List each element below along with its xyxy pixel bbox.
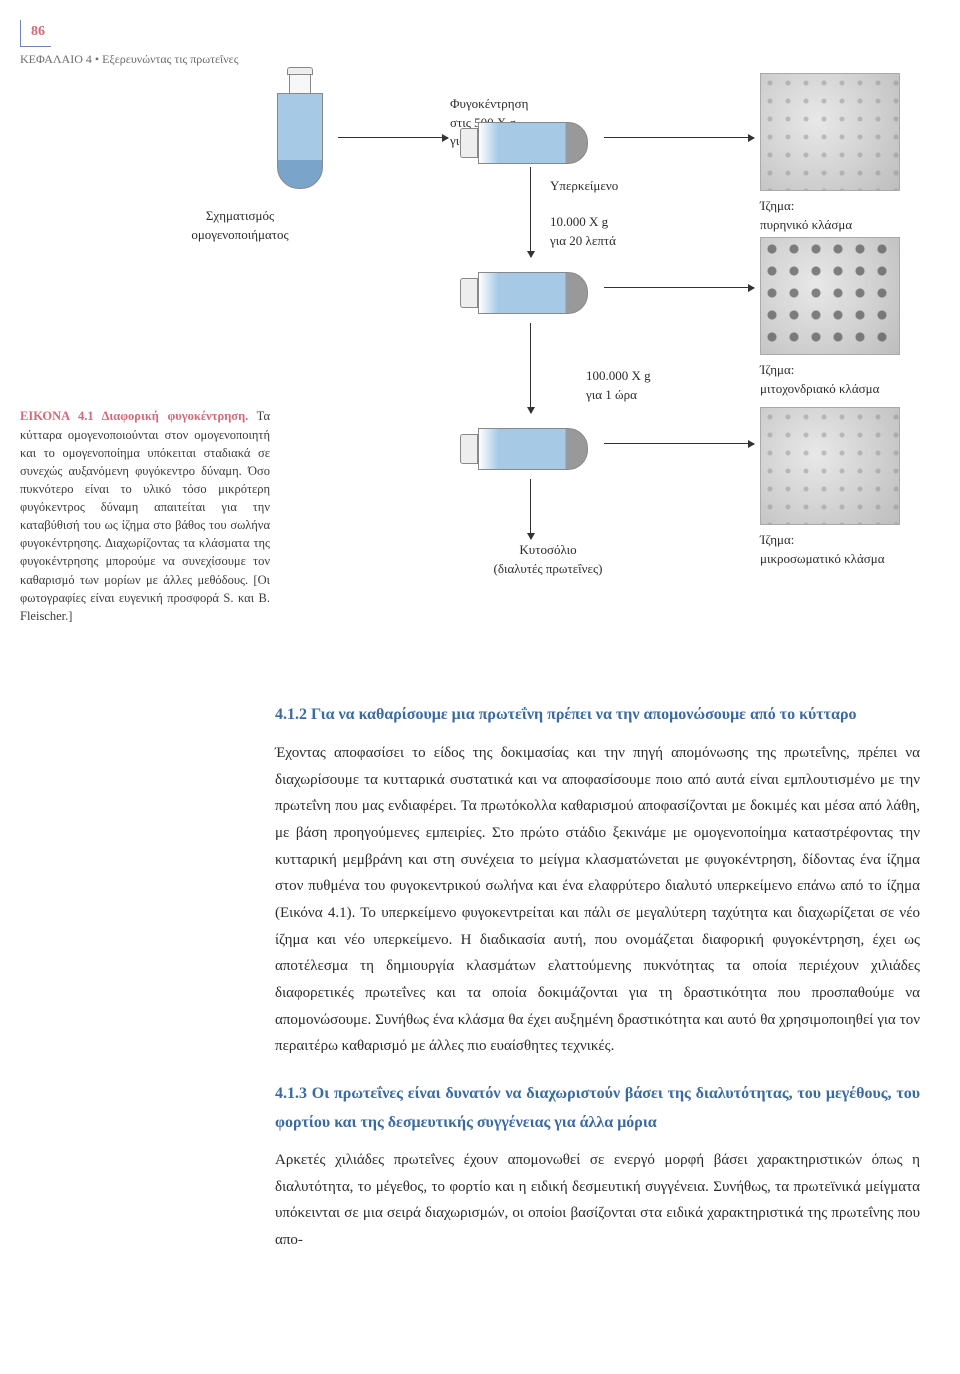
pellet2-label: Ίζημα: μιτοχονδριακό κλάσμα <box>760 361 879 397</box>
figure-caption: ΕΙΚΟΝΑ 4.1 Διαφορική φυγοκέντρηση. Τα κύ… <box>20 407 270 625</box>
section-4-1-3-body: Αρκετές χιλιάδες πρωτεΐνες έχουν απομονω… <box>275 1147 920 1254</box>
supernatant-label: Υπερκείμενο <box>550 177 618 195</box>
arrow-icon <box>604 443 754 444</box>
micrograph-mitochondrial-icon <box>760 237 900 355</box>
figure-4-1: Σχηματισμός ομογενοποιήματος Φυγοκέντρησ… <box>20 67 920 687</box>
arrow-down-icon <box>530 167 531 257</box>
page-header: 86 ΚΕΦΑΛΑΙΟ 4 • Εξερευνώντας τις πρωτεΐν… <box>20 20 920 67</box>
arrow-icon <box>604 287 754 288</box>
centrifuge-tube-2-icon <box>460 265 600 321</box>
pellet3-label: Ίζημα: μικροσωματικό κλάσμα <box>760 531 885 567</box>
section-4-1-2-title: 4.1.2 Για να καθαρίσουμε μια πρωτεΐνη πρ… <box>275 701 920 729</box>
main-text: 4.1.2 Για να καθαρίσουμε μια πρωτεΐνη πρ… <box>275 701 920 1253</box>
section-4-1-3-title: 4.1.3 Οι πρωτεΐνες είναι δυνατόν να διαχ… <box>275 1080 920 1137</box>
centrifuge-tube-1-icon <box>460 115 600 171</box>
centrifuge-tube-3-icon <box>460 421 600 477</box>
page-number: 86 <box>20 20 51 47</box>
arrow-icon <box>338 137 448 138</box>
arrow-down-icon <box>530 323 531 413</box>
section-4-1-2-body: Έχοντας αποφασίσει το είδος της δοκιμασί… <box>275 740 920 1060</box>
homogenate-label: Σχηματισμός ομογενοποιήματος <box>170 207 310 243</box>
step3-label: 100.000 X g για 1 ώρα <box>586 367 651 403</box>
arrow-icon <box>604 137 754 138</box>
cytosol-label: Κυτοσόλιο (διαλυτές πρωτεΐνες) <box>468 541 628 577</box>
micrograph-nuclear-icon <box>760 73 900 191</box>
arrow-down-icon <box>530 479 531 539</box>
micrograph-microsomal-icon <box>760 407 900 525</box>
page: 86 ΚΕΦΑΛΑΙΟ 4 • Εξερευνώντας τις πρωτεΐν… <box>0 0 960 1274</box>
pellet1-label: Ίζημα: πυρηνικό κλάσμα <box>760 197 852 233</box>
homogenizer-tube-icon <box>270 67 330 207</box>
figure-number: ΕΙΚΟΝΑ 4.1 Διαφορική φυγοκέντρηση. <box>20 409 248 423</box>
figure-caption-text: Τα κύτταρα ομογενοποιούνται στον ομογενο… <box>20 409 270 622</box>
chapter-title: ΚΕΦΑΛΑΙΟ 4 • Εξερευνώντας τις πρωτεΐνες <box>20 51 920 68</box>
step2-label: 10.000 X g για 20 λεπτά <box>550 213 616 249</box>
